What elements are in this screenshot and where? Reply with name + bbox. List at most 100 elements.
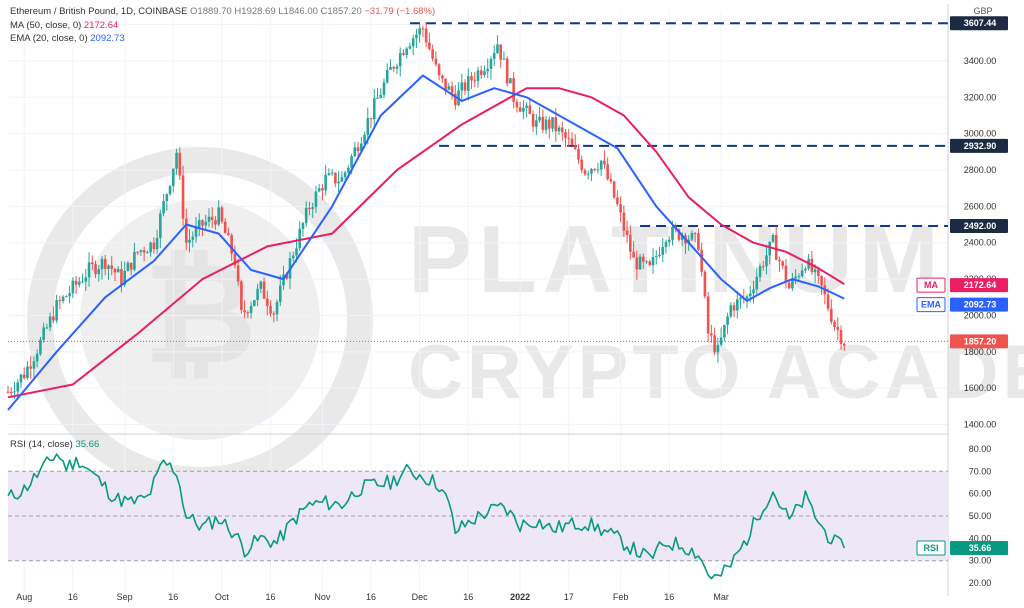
candle-body [129,262,133,270]
rsi-tag-prefix-bg [916,540,946,556]
candle-body [116,268,120,273]
candle-body [314,191,318,208]
candle-body [531,114,535,127]
candle-body [178,152,182,176]
candle-body [42,327,45,340]
candle-body [123,271,126,285]
candle-body [483,71,486,75]
last-price-tag: 1857.20 [964,336,997,346]
candle-body [638,256,642,270]
candle-body [165,194,169,201]
candle-body [739,297,742,300]
candle-body [291,255,295,259]
candle-body [330,172,334,174]
candle-body [697,233,700,250]
candle-body [269,306,272,314]
candle-body [253,300,256,306]
symbol-header[interactable]: Ethereum / British Pound, 1D, COINBASE O… [10,6,435,17]
candle-body [256,288,259,301]
candle-body [726,316,729,325]
candle-body [343,172,347,178]
candle-body [379,94,383,98]
price-tick-label: 3000.00 [964,129,997,139]
rsi-tag-prefix: RSI [923,543,938,553]
candle-body [334,172,337,184]
candle-body [201,220,204,226]
time-tick-label: Oct [215,592,230,602]
candle-body [719,337,723,345]
candle-body [431,49,434,59]
candle-body [240,281,243,311]
time-tick-label: 16 [366,592,376,602]
candle-body [120,268,123,285]
price-tick-label: 3400.00 [964,56,997,66]
candle-body [765,255,768,267]
candle-body [133,251,136,270]
candle-body [509,78,512,84]
candle-body [184,218,188,243]
ohlc-close: C1857.20 [320,6,362,17]
rsi-axis[interactable]: 20.00 30.00 40.00 50.00 60.00 70.00 80.00 [969,444,992,588]
candle-body [249,305,253,314]
time-axis[interactable]: Aug 16 Sep 16 Oct 16 Nov 16 Dec 16 2022 17 Feb 16 Mar [16,592,729,602]
candle-body [45,327,49,329]
candle-body [418,28,421,35]
candle-body [528,105,532,115]
candle-body [382,82,386,95]
rsi-legend-value: 35.66 [75,439,100,450]
candle-body [632,251,635,258]
ma-legend-value: 2172.64 [83,20,119,31]
candle-body [619,204,622,213]
level-tag-bg [950,138,1008,153]
candle-body [800,270,804,277]
candle-body [470,76,473,81]
candle-body [97,269,101,275]
rsi-tick-label: 40.00 [969,533,992,543]
ma-tag: 2172.64 [964,280,997,290]
candle-body [285,274,289,279]
candle-body [667,239,671,242]
candle-body [428,42,431,50]
candle-body [52,316,55,321]
candle-body [603,160,606,165]
candle-body [392,67,396,69]
candle-body [450,86,454,94]
candle-body [761,266,765,268]
candle-body [356,147,360,151]
candle-body [29,366,32,369]
ma-legend[interactable]: MA (50, close, 0) 2172.64 [10,20,118,31]
rsi-series-line [7,453,846,580]
candle-body [690,232,694,240]
candle-body [84,277,88,282]
candle-body [548,119,551,129]
candle-body [654,255,658,258]
ema-legend[interactable]: EMA (20, close, 0) 2092.73 [10,33,125,44]
candle-body [78,281,81,285]
candle-body [713,335,716,353]
candle-body [658,254,661,256]
candle-body [752,289,755,294]
candle-body [411,38,415,47]
ma-50-line [7,87,845,399]
candle-body [298,228,302,249]
candle-body [817,269,820,276]
time-tick-label: 17 [564,592,574,602]
candle-body [100,258,104,270]
candle-body [236,265,240,282]
time-tick-label: 16 [266,592,276,602]
rsi-legend[interactable]: RSI (14, close) 35.66 [10,439,99,450]
ema-tag-bg [950,297,1008,312]
candle-body [839,329,843,344]
candle-body [142,250,146,253]
candle-body [317,188,321,192]
candle-body [820,275,823,286]
candle-body [755,277,759,290]
candle-body [55,300,58,321]
candle-body [347,167,350,173]
candle-body [19,374,23,383]
candle-body [593,168,596,170]
candle-body [6,391,10,393]
candle-body [266,298,269,307]
candle-body [525,105,528,108]
